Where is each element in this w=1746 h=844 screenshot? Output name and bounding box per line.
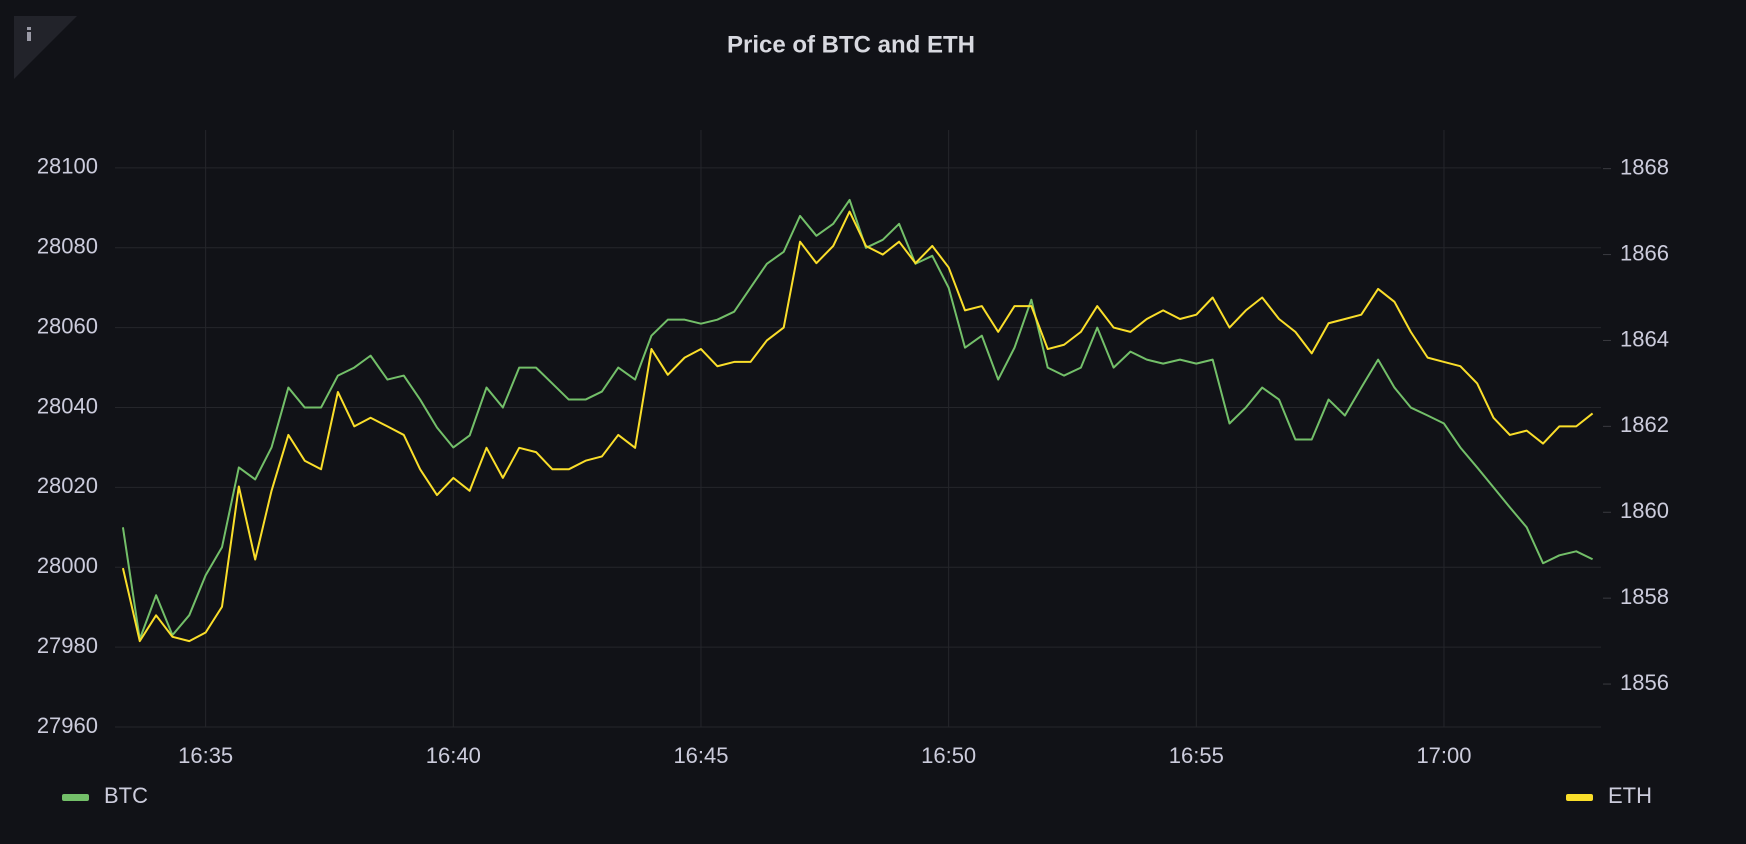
y-tick-label: 28060 xyxy=(37,313,98,338)
y-tick-label: 28000 xyxy=(37,553,98,578)
info-icon-dot xyxy=(27,27,31,30)
y2-tick-label: 1864 xyxy=(1620,326,1669,351)
y-tick-label: 28080 xyxy=(37,234,98,259)
y2-tick-label: 1862 xyxy=(1620,412,1669,437)
legend-swatch xyxy=(1566,794,1593,801)
x-tick-label: 16:35 xyxy=(178,743,233,768)
series-line xyxy=(121,198,1594,641)
info-icon-stem xyxy=(27,32,31,41)
info-corner xyxy=(14,16,77,79)
x-tick-label: 17:00 xyxy=(1416,743,1471,768)
chart-title: Price of BTC and ETH xyxy=(727,31,975,58)
y2-tick-label: 1860 xyxy=(1620,498,1669,523)
y2-tick-label: 1856 xyxy=(1620,670,1669,695)
y2-tick-label: 1866 xyxy=(1620,240,1669,265)
series-line xyxy=(121,210,1594,643)
legend-label: ETH xyxy=(1608,783,1652,808)
y2-tick-label: 1858 xyxy=(1620,584,1669,609)
legend-label: BTC xyxy=(104,783,148,808)
y-tick-label: 27960 xyxy=(37,713,98,738)
x-tick-label: 16:55 xyxy=(1169,743,1224,768)
x-tick-label: 16:45 xyxy=(673,743,728,768)
x-tick-label: 16:40 xyxy=(426,743,481,768)
y2-tick-label: 1868 xyxy=(1620,154,1669,179)
y-tick-label: 28100 xyxy=(37,154,98,179)
y-tick-label: 27980 xyxy=(37,633,98,658)
y-tick-label: 28040 xyxy=(37,393,98,418)
y-tick-label: 28020 xyxy=(37,473,98,498)
legend-swatch xyxy=(62,794,89,801)
x-tick-label: 16:50 xyxy=(921,743,976,768)
